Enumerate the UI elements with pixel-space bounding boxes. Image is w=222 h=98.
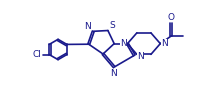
Text: N: N xyxy=(84,22,91,30)
Text: N: N xyxy=(120,39,127,48)
Text: O: O xyxy=(168,13,175,22)
Text: S: S xyxy=(109,21,115,30)
Text: N: N xyxy=(137,52,144,61)
Text: N: N xyxy=(110,69,117,78)
Text: Cl: Cl xyxy=(33,50,42,59)
Text: N: N xyxy=(161,39,168,48)
